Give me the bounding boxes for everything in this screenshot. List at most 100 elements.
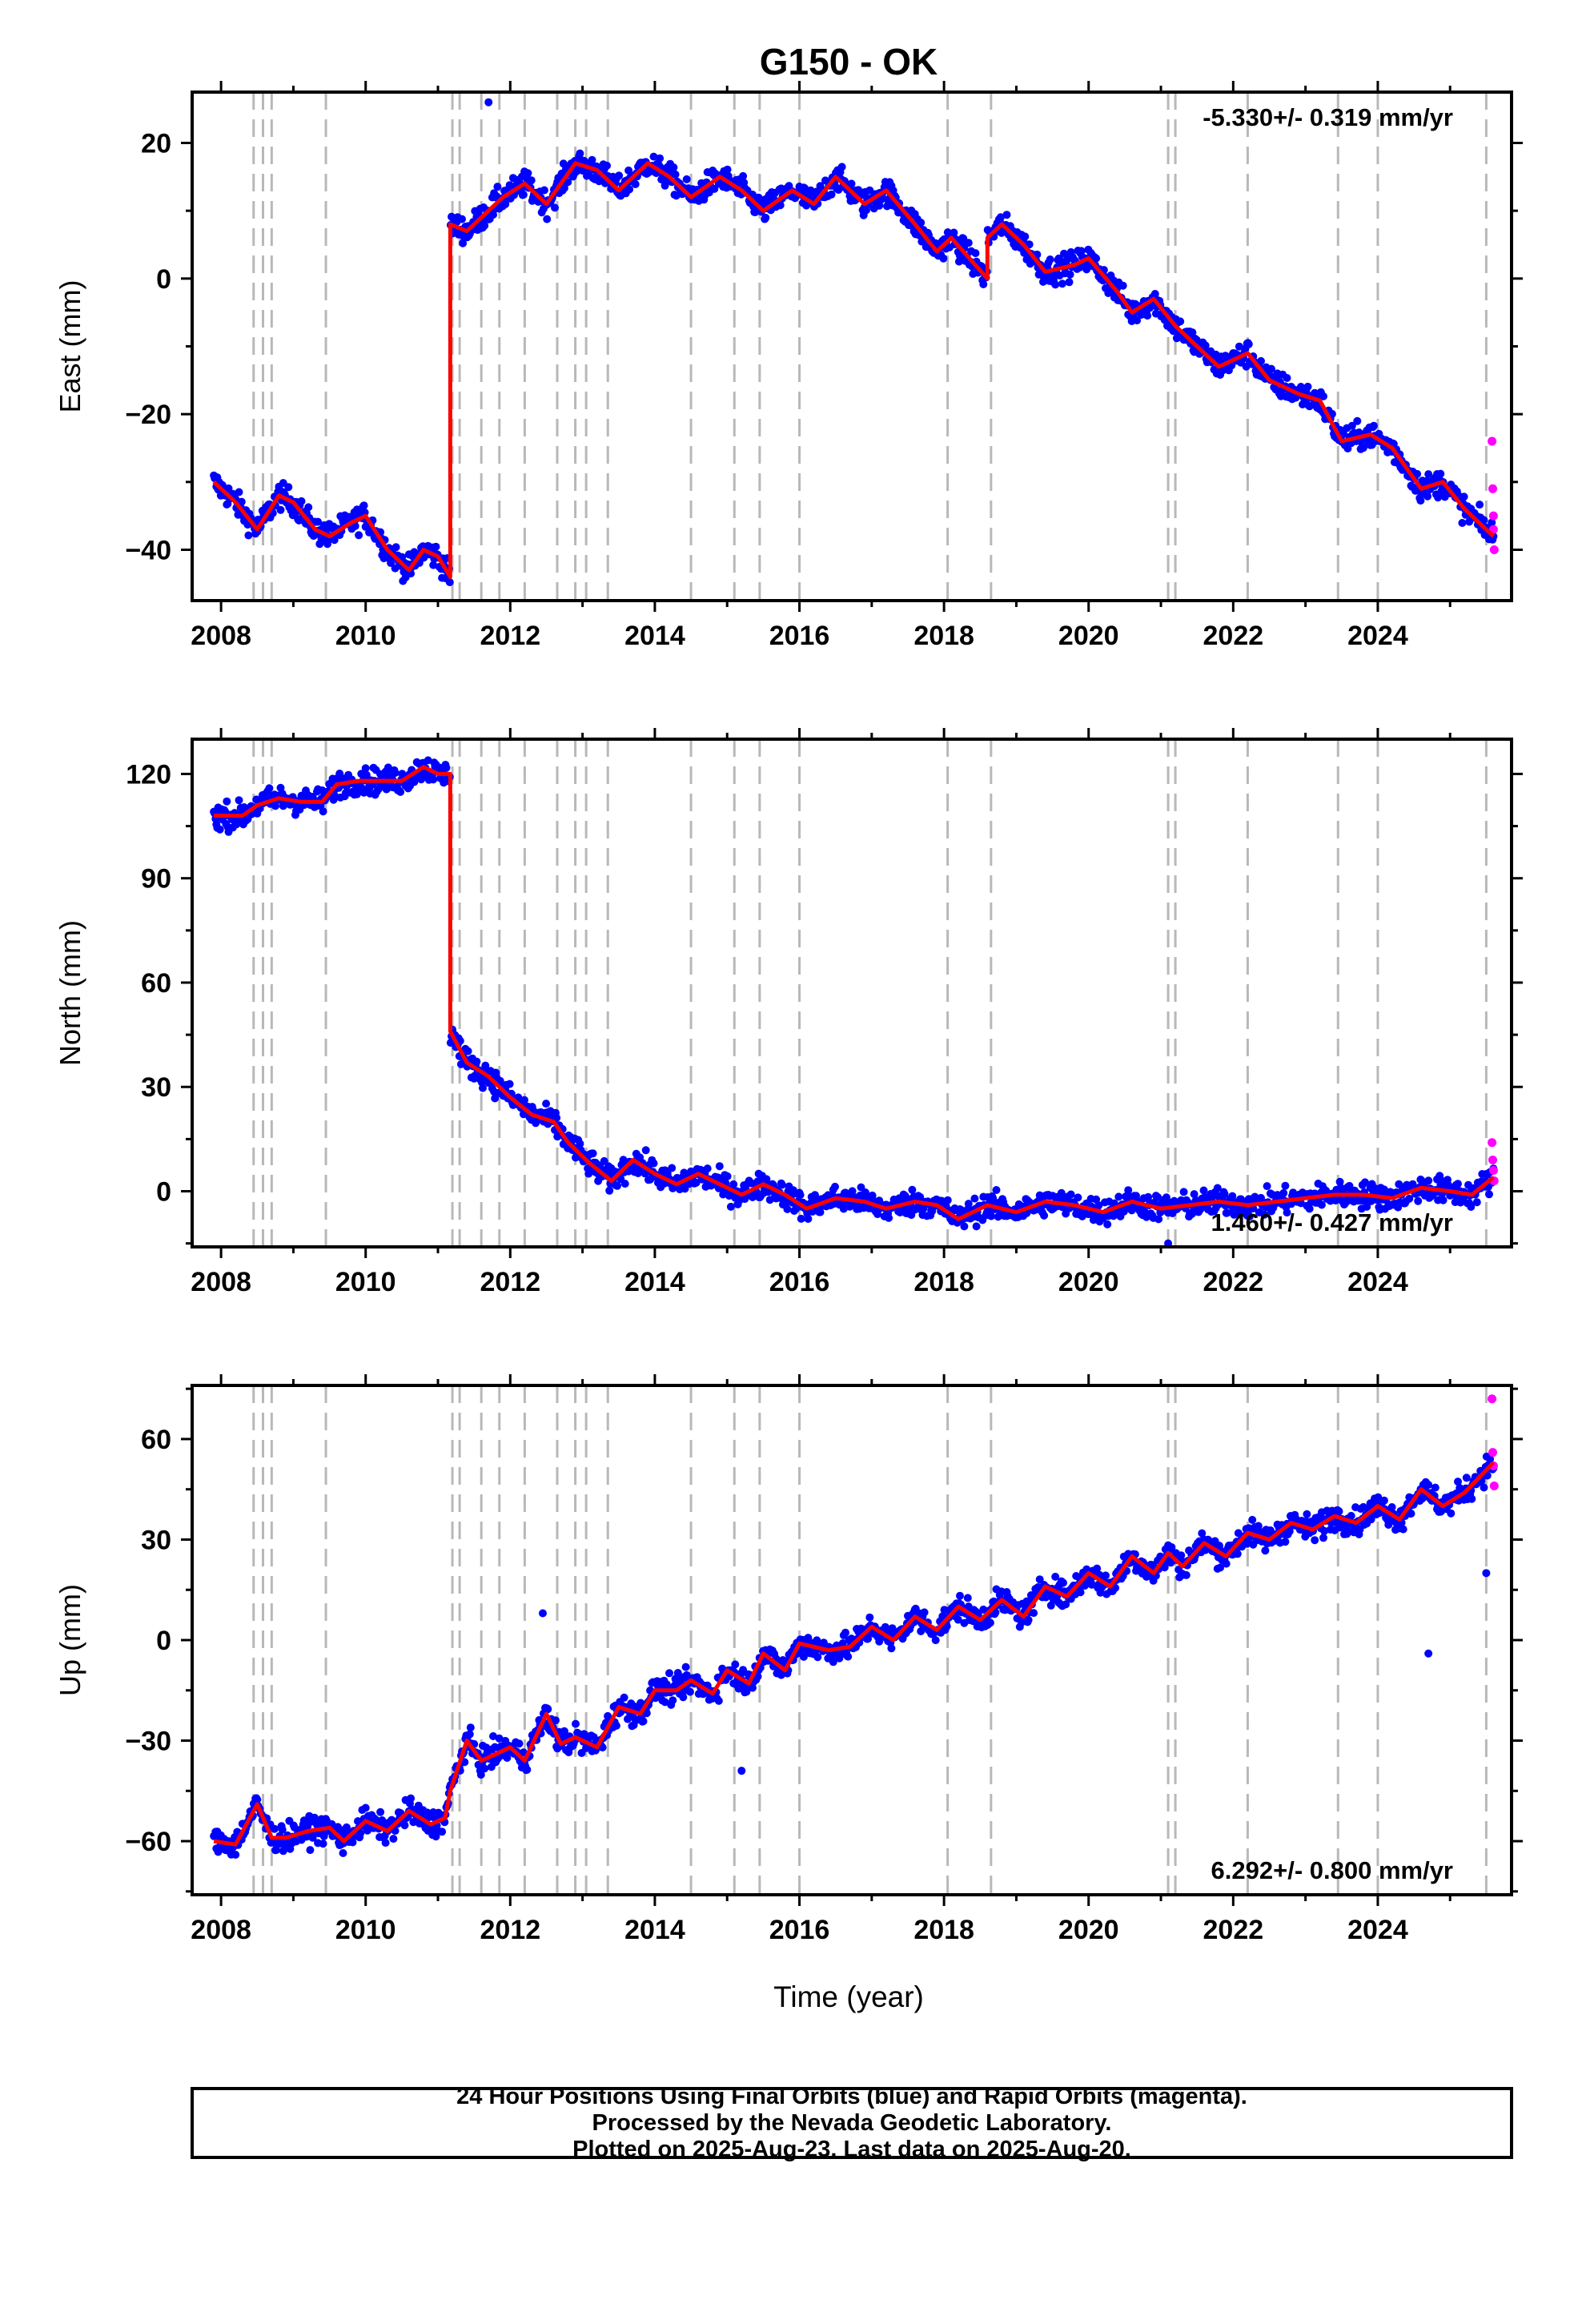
final-point	[1431, 1483, 1439, 1492]
final-point	[1322, 1187, 1331, 1195]
rapid-point	[1488, 484, 1498, 493]
final-point	[458, 215, 466, 223]
final-point	[864, 1634, 873, 1643]
final-point	[351, 521, 359, 530]
final-point	[1424, 1481, 1433, 1490]
final-point	[761, 213, 770, 222]
final-point	[376, 1807, 385, 1816]
final-point	[519, 191, 528, 199]
final-point	[1462, 1474, 1471, 1482]
final-point	[796, 1191, 805, 1200]
final-point	[480, 221, 489, 230]
x-tick-label: 2012	[480, 1267, 541, 1297]
y-tick-label: 0	[156, 1626, 171, 1656]
final-point	[656, 154, 665, 163]
final-point	[1093, 1564, 1102, 1573]
final-orbit-points	[210, 149, 1498, 586]
final-point	[723, 165, 732, 174]
rate-label: 1.460+/- 0.427 mm/yr	[1211, 1208, 1453, 1236]
final-point	[885, 1213, 893, 1222]
final-point	[703, 1164, 712, 1173]
final-point	[1024, 1615, 1033, 1624]
final-point	[847, 179, 856, 188]
final-point	[1065, 278, 1074, 287]
final-point	[1228, 1192, 1237, 1200]
final-point	[964, 1200, 973, 1208]
final-point	[1199, 1186, 1208, 1195]
final-point	[1347, 421, 1356, 430]
final-point	[224, 484, 233, 493]
final-point	[544, 1705, 552, 1714]
final-point	[520, 1096, 528, 1104]
final-point	[297, 497, 306, 505]
final-point	[1303, 1510, 1311, 1518]
final-point	[472, 1057, 481, 1066]
final-outlier-point	[1424, 1649, 1433, 1658]
final-point	[253, 1795, 262, 1804]
final-point	[442, 763, 451, 772]
final-point	[1317, 1200, 1326, 1209]
final-point	[816, 1208, 825, 1216]
final-point	[1458, 519, 1467, 527]
final-point	[1244, 340, 1253, 348]
final-point	[931, 1636, 940, 1645]
final-point	[620, 1693, 628, 1702]
final-point	[615, 171, 624, 180]
final-point	[1223, 1208, 1231, 1217]
final-point	[588, 155, 596, 164]
final-point	[438, 1827, 447, 1836]
y-tick-label: −30	[125, 1727, 171, 1757]
final-point	[495, 1734, 504, 1743]
final-point	[837, 163, 846, 171]
x-tick-label: 2010	[335, 1267, 396, 1297]
final-point	[396, 787, 405, 796]
final-point	[753, 1672, 762, 1681]
final-point	[1077, 247, 1086, 255]
x-tick-label: 2016	[769, 1915, 830, 1945]
final-point	[391, 1827, 400, 1835]
x-tick-label: 2008	[191, 621, 251, 651]
final-point	[1094, 1201, 1103, 1210]
final-point	[1177, 1551, 1186, 1560]
final-point	[956, 251, 964, 260]
final-point	[1283, 374, 1291, 382]
final-point	[1454, 1180, 1462, 1188]
y-tick-label: −60	[125, 1827, 171, 1857]
final-point	[429, 561, 438, 569]
model-line	[213, 1461, 1496, 1847]
final-point	[605, 1186, 614, 1195]
final-point	[1035, 1575, 1044, 1584]
footer-line-1: 24 Hour Positions Using Final Orbits (bl…	[456, 2083, 1247, 2109]
x-tick-label: 2024	[1347, 1267, 1408, 1297]
final-point	[1435, 1172, 1444, 1180]
final-outlier-point	[484, 98, 493, 107]
final-point	[523, 1765, 532, 1774]
final-point	[465, 1730, 474, 1739]
final-point	[804, 1215, 813, 1223]
final-point	[304, 503, 313, 512]
final-point	[352, 790, 361, 798]
final-point	[1439, 1196, 1447, 1204]
final-point	[642, 1709, 651, 1718]
final-point	[493, 183, 502, 191]
final-point	[661, 1698, 669, 1707]
final-point	[671, 170, 680, 179]
final-point	[1154, 1192, 1162, 1201]
final-point	[1146, 304, 1154, 312]
final-point	[355, 531, 363, 540]
final-point	[1361, 1178, 1369, 1187]
final-point	[278, 1825, 287, 1834]
final-point	[603, 161, 611, 170]
final-point	[970, 1194, 979, 1203]
final-point	[524, 169, 532, 178]
final-point	[1114, 1192, 1123, 1201]
final-point	[673, 1669, 682, 1677]
x-tick-label: 2022	[1203, 1915, 1264, 1945]
final-point	[1059, 1578, 1067, 1587]
final-point	[552, 1716, 560, 1725]
final-point	[765, 1196, 774, 1204]
final-point	[813, 1653, 822, 1662]
final-point	[950, 228, 958, 237]
final-point	[620, 1180, 629, 1188]
plot-area	[210, 739, 1499, 1247]
